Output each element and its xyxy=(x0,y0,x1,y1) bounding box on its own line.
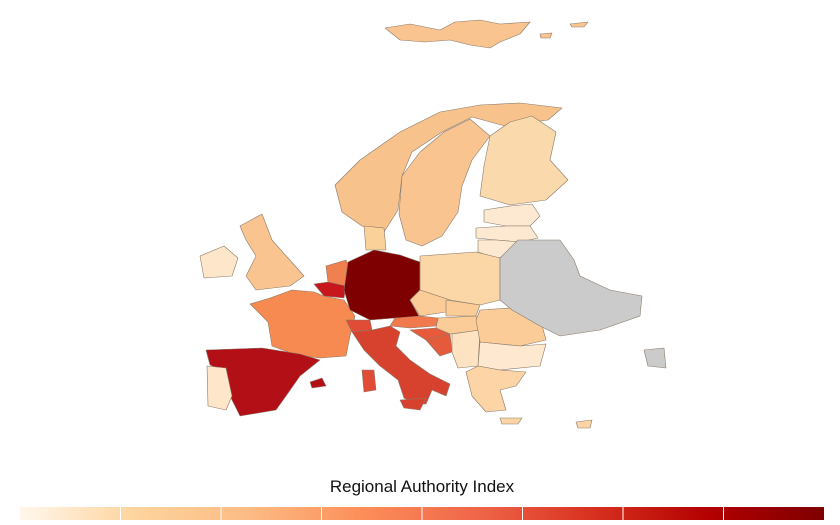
region xyxy=(199,245,239,279)
region xyxy=(343,249,421,321)
countries xyxy=(199,19,667,429)
region xyxy=(477,341,547,371)
region xyxy=(239,213,305,291)
region xyxy=(499,239,643,337)
region xyxy=(351,325,451,405)
region xyxy=(399,397,427,411)
region xyxy=(361,369,377,393)
region xyxy=(475,225,539,243)
region xyxy=(451,329,481,369)
region xyxy=(309,377,327,389)
region xyxy=(539,32,553,39)
color-bar-separators xyxy=(120,507,724,520)
region xyxy=(398,118,491,247)
region xyxy=(363,225,387,251)
region xyxy=(384,19,531,49)
legend-title: Regional Authority Index xyxy=(330,477,515,496)
region xyxy=(249,289,356,359)
region xyxy=(483,203,541,227)
region xyxy=(206,365,233,411)
region xyxy=(643,347,667,369)
region xyxy=(389,315,439,329)
region xyxy=(569,21,589,28)
region xyxy=(499,417,523,425)
region xyxy=(575,419,593,429)
region xyxy=(465,365,527,413)
region xyxy=(479,115,569,206)
